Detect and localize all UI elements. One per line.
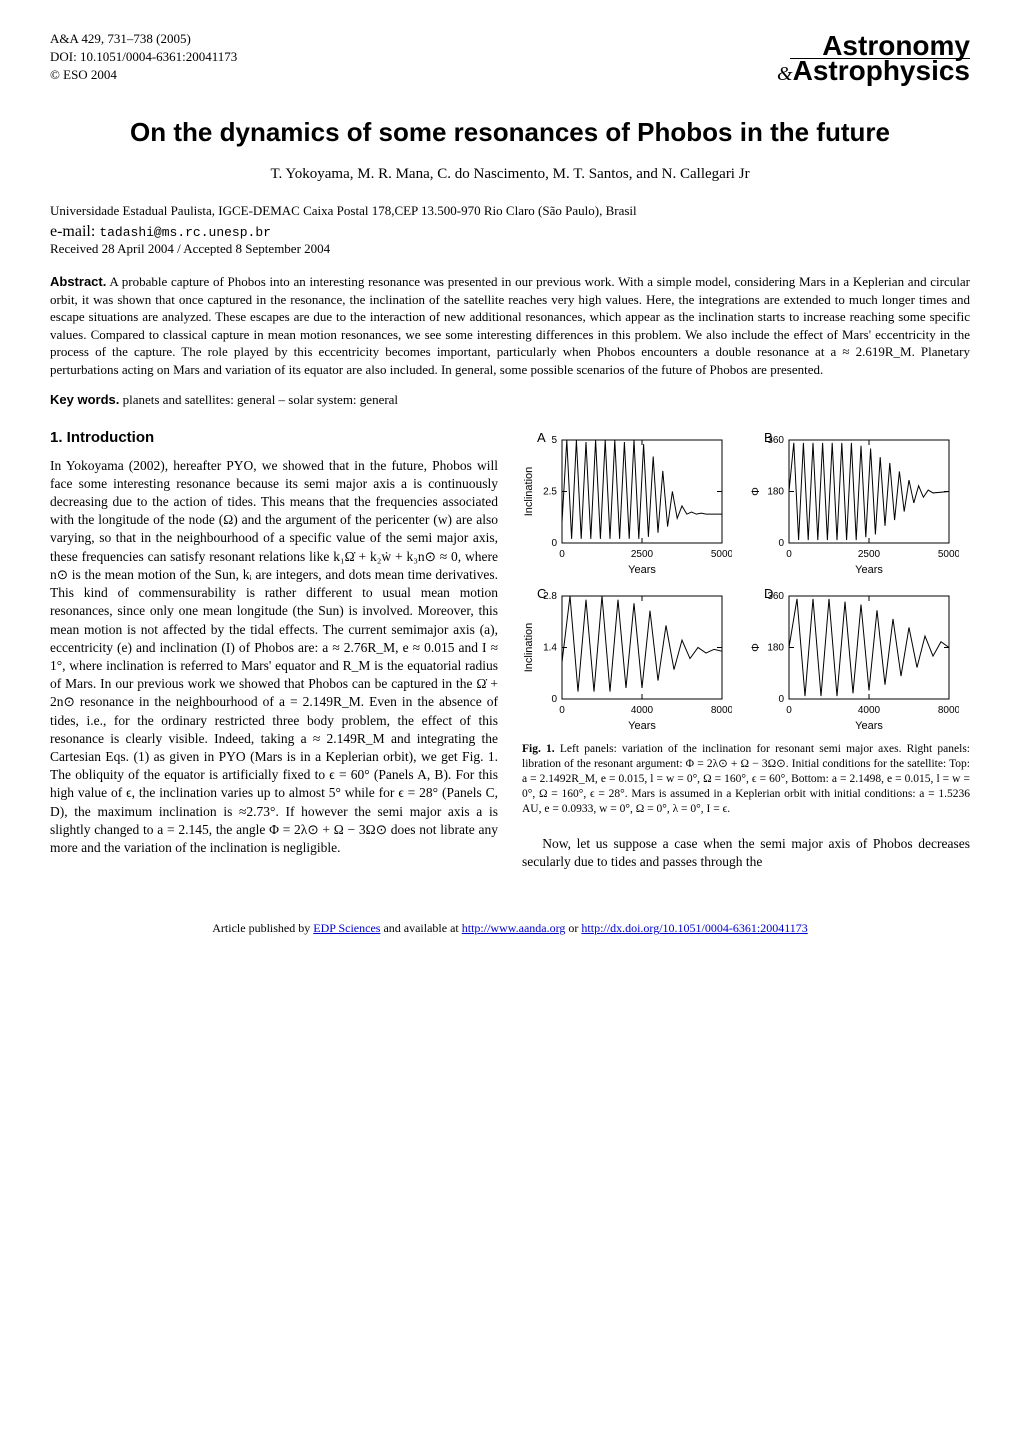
header-left-block: A&A 429, 731–738 (2005) DOI: 10.1051/000… [50, 30, 237, 85]
svg-text:A: A [537, 430, 546, 445]
right-column: 0 2500 5000 0 2.5 5A Years Inclination 0 2500 500… [522, 428, 970, 871]
svg-text:Φ: Φ [750, 487, 762, 496]
dates: Received 28 April 2004 / Accepted 8 Sept… [50, 241, 970, 257]
figure-1-panel-b: 0250050000180360BYearsΦ [749, 428, 970, 578]
svg-text:8000: 8000 [711, 705, 732, 716]
journal-reference: A&A 429, 731–738 (2005) [50, 30, 237, 48]
copyright: © ESO 2004 [50, 66, 237, 84]
svg-text:Inclination: Inclination [523, 467, 535, 517]
figure-1-panel-a: 0 2500 5000 0 2.5 5A Years Inclination [522, 428, 743, 578]
panel-c-svg: 04000800001.42.8CYearsInclination [522, 584, 732, 734]
svg-text:Years: Years [855, 720, 883, 732]
logo-line-2: Astrophysics [793, 55, 970, 86]
abstract-text: A probable capture of Phobos into an int… [50, 274, 970, 377]
panel-b-svg: 0250050000180360BYearsΦ [749, 428, 959, 578]
header-top: A&A 429, 731–738 (2005) DOI: 10.1051/000… [50, 30, 970, 87]
panel-d-svg: 0400080000180360DYearsΦ [749, 584, 959, 734]
email-line: e-mail: tadashi@ms.rc.unesp.br [50, 223, 970, 241]
paper-title: On the dynamics of some resonances of Ph… [50, 117, 970, 148]
two-column-layout: 1. Introduction In Yokoyama (2002), here… [50, 428, 970, 871]
keywords-block: Key words. planets and satellites: gener… [50, 392, 970, 408]
svg-text:0: 0 [559, 705, 565, 716]
figure-1-panel-c: 04000800001.42.8CYearsInclination [522, 584, 743, 734]
svg-text:Years: Years [628, 720, 656, 732]
svg-text:Φ: Φ [750, 643, 762, 652]
svg-text:0: 0 [551, 538, 557, 549]
logo-ampersand: & [777, 63, 793, 85]
doi: DOI: 10.1051/0004-6361:20041173 [50, 48, 237, 66]
left-column: 1. Introduction In Yokoyama (2002), here… [50, 428, 498, 871]
footer-link-aanda[interactable]: http://www.aanda.org [462, 921, 566, 935]
keywords-label: Key words. [50, 392, 119, 407]
svg-text:B: B [764, 430, 773, 445]
svg-text:0: 0 [559, 549, 565, 560]
svg-text:0: 0 [786, 549, 792, 560]
figure-1-panel-d: 0400080000180360DYearsΦ [749, 584, 970, 734]
affiliation: Universidade Estadual Paulista, IGCE-DEM… [50, 203, 970, 219]
figure-1-caption-text: Left panels: variation of the inclinatio… [522, 743, 970, 815]
svg-text:0: 0 [778, 538, 784, 549]
figure-1-grid: 0 2500 5000 0 2.5 5A Years Inclination 0 2500 500… [522, 428, 970, 734]
authors: T. Yokoyama, M. R. Mana, C. do Nasciment… [50, 166, 970, 183]
abstract-block: Abstract. A probable capture of Phobos i… [50, 273, 970, 378]
abstract-label: Abstract. [50, 274, 106, 289]
svg-text:1.4: 1.4 [543, 643, 557, 654]
svg-text:180: 180 [767, 487, 784, 498]
svg-text:Years: Years [628, 564, 656, 576]
figure-1-label: Fig. 1. [522, 743, 555, 755]
footer-link-doi[interactable]: http://dx.doi.org/10.1051/0004-6361:2004… [581, 921, 807, 935]
svg-text:Years: Years [855, 564, 883, 576]
keywords-text: planets and satellites: general – solar … [123, 392, 398, 407]
email-address: tadashi@ms.rc.unesp.br [99, 225, 271, 240]
svg-text:0: 0 [778, 694, 784, 705]
svg-text:8000: 8000 [938, 705, 959, 716]
footer-or: or [568, 921, 581, 935]
svg-text:2500: 2500 [631, 549, 654, 560]
figure-1-caption: Fig. 1. Left panels: variation of the in… [522, 742, 970, 817]
email-label: e-mail: [50, 223, 95, 240]
footer-mid: and available at [383, 921, 461, 935]
svg-text:5000: 5000 [938, 549, 959, 560]
svg-text:D: D [764, 586, 773, 601]
svg-text:2.5: 2.5 [543, 487, 557, 498]
col2-continuation: Now, let us suppose a case when the semi… [522, 835, 970, 871]
section-1-body: In Yokoyama (2002), hereafter PYO, we sh… [50, 457, 498, 858]
svg-text:C: C [537, 586, 546, 601]
svg-text:0: 0 [551, 694, 557, 705]
svg-text:4000: 4000 [858, 705, 881, 716]
panel-a-svg: 0 2500 5000 0 2.5 5A Years Inclination [522, 428, 732, 578]
journal-logo: Astronomy &Astrophysics [777, 30, 970, 87]
svg-text:4000: 4000 [631, 705, 654, 716]
svg-text:180: 180 [767, 643, 784, 654]
svg-text:5: 5 [551, 435, 557, 446]
svg-text:0: 0 [786, 705, 792, 716]
svg-text:5000: 5000 [711, 549, 732, 560]
logo-line-2-wrap: &Astrophysics [777, 55, 970, 87]
footer-link-edp[interactable]: EDP Sciences [313, 921, 380, 935]
section-1-heading: 1. Introduction [50, 428, 498, 448]
footer-prefix: Article published by [212, 921, 313, 935]
svg-text:Inclination: Inclination [523, 623, 535, 673]
footer: Article published by EDP Sciences and av… [50, 921, 970, 936]
svg-text:2500: 2500 [858, 549, 881, 560]
